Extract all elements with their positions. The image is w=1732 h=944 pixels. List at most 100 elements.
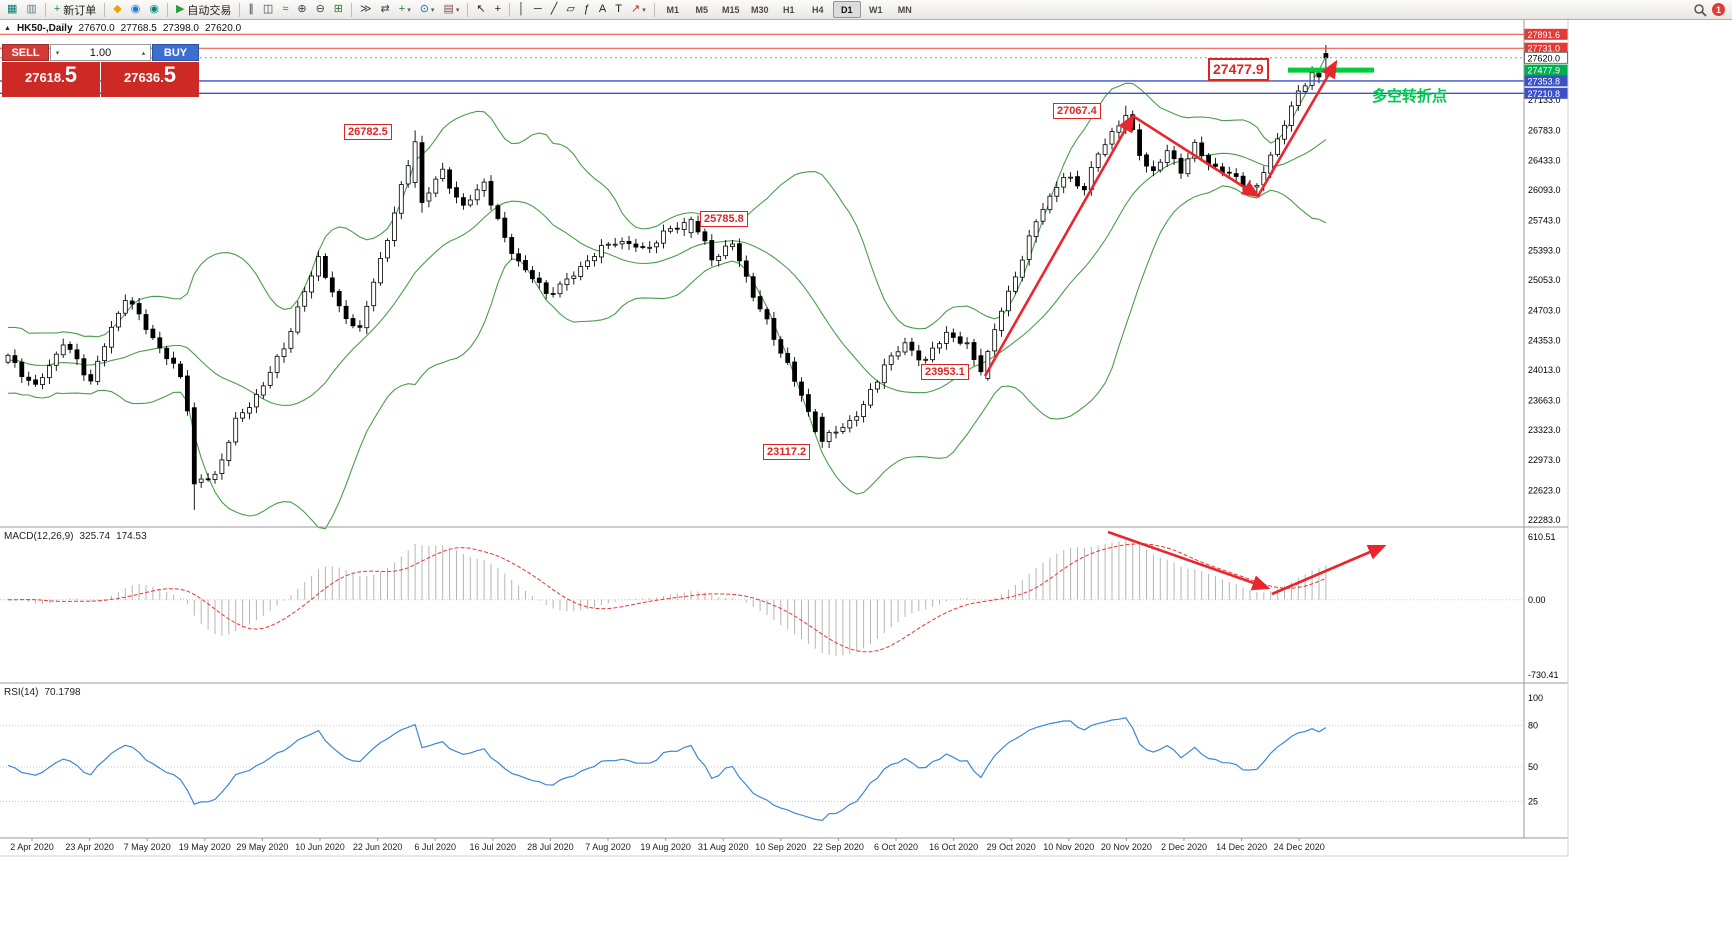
- notification-badge[interactable]: 1: [1712, 3, 1725, 16]
- svg-text:26783.0: 26783.0: [1528, 125, 1561, 135]
- arrows-tool-icon: ↗: [630, 3, 641, 15]
- vertical-line-icon: │: [518, 3, 525, 15]
- buy-button[interactable]: BUY: [152, 44, 199, 61]
- time-axis: 2 Apr 2020 23 Apr 2020 7 May 2020 19 May 20…: [10, 838, 1325, 852]
- price-chart-canvas[interactable]: 27133.0 26783.0 26433.0 26093.0 25743.0 25393…: [0, 20, 1732, 944]
- axis-price-marker: 27620.0: [1524, 51, 1568, 64]
- timeframe-h4-button[interactable]: H4: [811, 4, 824, 15]
- timeframe-h1-button[interactable]: H1: [782, 4, 795, 15]
- svg-text:-730.41: -730.41: [1528, 670, 1559, 680]
- timeframe-m5-button[interactable]: M5: [695, 4, 708, 15]
- text-button[interactable]: A: [595, 0, 610, 19]
- price-axis: 27133.0 26783.0 26433.0 26093.0 25743.0 25393…: [1524, 28, 1568, 525]
- macd-histogram: [0, 540, 1524, 656]
- volume-up-button[interactable]: ▴: [141, 49, 146, 57]
- arrows-tool-caret-icon[interactable]: ▾: [642, 6, 646, 14]
- svg-text:26093.0: 26093.0: [1528, 185, 1561, 195]
- grid-button[interactable]: ⊞: [330, 0, 347, 19]
- horizontal-lines: [0, 33, 1524, 95]
- cursor-button[interactable]: ↖: [472, 0, 489, 19]
- svg-text:23323.0: 23323.0: [1528, 425, 1561, 435]
- svg-text:25053.0: 25053.0: [1528, 275, 1561, 285]
- profiles-button[interactable]: ▥: [22, 0, 40, 19]
- market-icon: ◉: [149, 3, 159, 15]
- svg-text:22973.0: 22973.0: [1528, 455, 1561, 465]
- timeframe-m15-button[interactable]: M15: [721, 4, 740, 15]
- line-chart-type-icon: ≈: [282, 3, 289, 15]
- crosshair-button[interactable]: +: [491, 0, 505, 19]
- macd-name: MACD(12,26,9): [4, 531, 74, 542]
- vertical-line-button[interactable]: │: [514, 0, 529, 19]
- metaeditor-button[interactable]: ◆: [109, 0, 125, 19]
- svg-text:27353.8: 27353.8: [1528, 76, 1561, 86]
- chart-collapse-icon[interactable]: ▲: [4, 25, 11, 32]
- trendline-button[interactable]: ╱: [547, 0, 562, 19]
- sell-button[interactable]: SELL: [2, 44, 49, 61]
- zoom-out-button[interactable]: ⊖: [312, 0, 329, 19]
- periods-icon: ⊙: [419, 3, 429, 15]
- arrows-tool-button[interactable]: ↗ ▾: [627, 0, 650, 19]
- timeframe-d1-button[interactable]: D1: [832, 1, 861, 18]
- search-icon[interactable]: [1693, 3, 1707, 17]
- autotrading-icon: ▶: [175, 3, 185, 15]
- candles-chart-type-button[interactable]: ◫: [259, 0, 277, 19]
- svg-text:24703.0: 24703.0: [1528, 305, 1561, 315]
- templates-icon: ▤: [443, 3, 454, 15]
- metaeditor-icon: ◆: [113, 3, 122, 15]
- toolbar-buttons: ▦ ▥ + 新订单 ◆ ◉ ◉ ▶ 自动交易 ∥ ◫ ≈ ⊕ ⊖ ⊞ ≫ ⇄ + ▾ ⊙ ▾ ▤ ▾ ↖ + │ ─ ╱ ▱ ƒ A T ↗ ▾ M…: [3, 0, 1692, 19]
- cursor-icon: ↖: [476, 3, 486, 15]
- templates-caret-icon[interactable]: ▾: [455, 6, 460, 14]
- new-chart-icon: ▦: [7, 3, 18, 15]
- timeframe-m1-button[interactable]: M1: [666, 4, 679, 15]
- svg-text:24013.0: 24013.0: [1528, 365, 1561, 375]
- svg-text:27620.0: 27620.0: [1528, 53, 1561, 63]
- volume-spinbox[interactable]: ▾ 1.00 ▴: [50, 44, 151, 61]
- new-order-button[interactable]: + 新订单: [50, 0, 100, 19]
- text-label-button[interactable]: T: [611, 0, 626, 19]
- indicators-button[interactable]: + ▾: [395, 0, 415, 19]
- toolbar-separator: [653, 2, 655, 17]
- text-label-icon: T: [615, 3, 622, 15]
- svg-text:0.00: 0.00: [1528, 595, 1546, 605]
- fibonacci-button[interactable]: ƒ: [580, 0, 594, 19]
- new-order-icon: +: [53, 3, 61, 15]
- svg-text:25: 25: [1528, 797, 1538, 807]
- zoom-in-button[interactable]: ⊕: [293, 0, 310, 19]
- periods-button[interactable]: ⊙ ▾: [416, 0, 439, 19]
- svg-text:7 May 2020: 7 May 2020: [124, 842, 171, 852]
- rsi-panel: [0, 717, 1524, 822]
- svg-text:7 Aug 2020: 7 Aug 2020: [585, 842, 631, 852]
- svg-text:80: 80: [1528, 721, 1538, 731]
- timeframe-m30-button[interactable]: M30: [750, 4, 769, 15]
- main-toolbar: ▦ ▥ + 新订单 ◆ ◉ ◉ ▶ 自动交易 ∥ ◫ ≈ ⊕ ⊖ ⊞ ≫ ⇄ + ▾ ⊙ ▾ ▤ ▾ ↖ + │ ─ ╱ ▱ ƒ A T ↗ ▾ M…: [0, 0, 1732, 20]
- timeframe-w1-button[interactable]: W1: [868, 4, 883, 15]
- one-click-trading-panel: SELL ▾ 1.00 ▴ BUY 27618. 5 27636. 5: [2, 44, 199, 97]
- svg-text:29 Oct 2020: 29 Oct 2020: [987, 842, 1036, 852]
- community-button[interactable]: ◉: [127, 0, 145, 19]
- horizontal-line-button[interactable]: ─: [530, 0, 546, 19]
- autotrading-label: 自动交易: [187, 4, 232, 17]
- volume-down-button[interactable]: ▾: [55, 49, 60, 57]
- rsi-name: RSI(14): [4, 687, 39, 698]
- equidistant-channel-button[interactable]: ▱: [562, 0, 578, 19]
- one-click-price-row: 27618. 5 27636. 5: [2, 62, 199, 97]
- templates-button[interactable]: ▤ ▾: [439, 0, 463, 19]
- market-button[interactable]: ◉: [145, 0, 163, 19]
- timeframe-mn-button[interactable]: MN: [897, 4, 912, 15]
- chart-shift-button[interactable]: ⇄: [377, 0, 394, 19]
- bollinger-bands: [7, 56, 1327, 530]
- indicators-caret-icon[interactable]: ▾: [407, 6, 411, 14]
- buy-price[interactable]: 27636. 5: [101, 62, 199, 97]
- new-chart-button[interactable]: ▦: [3, 0, 21, 19]
- bars-chart-type-button[interactable]: ∥: [244, 0, 258, 19]
- sell-price[interactable]: 27618. 5: [2, 62, 100, 97]
- line-chart-type-button[interactable]: ≈: [278, 0, 292, 19]
- svg-text:27477.9: 27477.9: [1528, 66, 1561, 76]
- crosshair-icon: +: [494, 3, 502, 15]
- periods-caret-icon[interactable]: ▾: [430, 6, 435, 14]
- svg-text:28 Jul 2020: 28 Jul 2020: [527, 842, 574, 852]
- svg-text:19 Aug 2020: 19 Aug 2020: [640, 842, 691, 852]
- autotrading-button[interactable]: ▶ 自动交易: [172, 0, 235, 19]
- profiles-icon: ▥: [26, 3, 37, 15]
- auto-scroll-button[interactable]: ≫: [356, 0, 376, 19]
